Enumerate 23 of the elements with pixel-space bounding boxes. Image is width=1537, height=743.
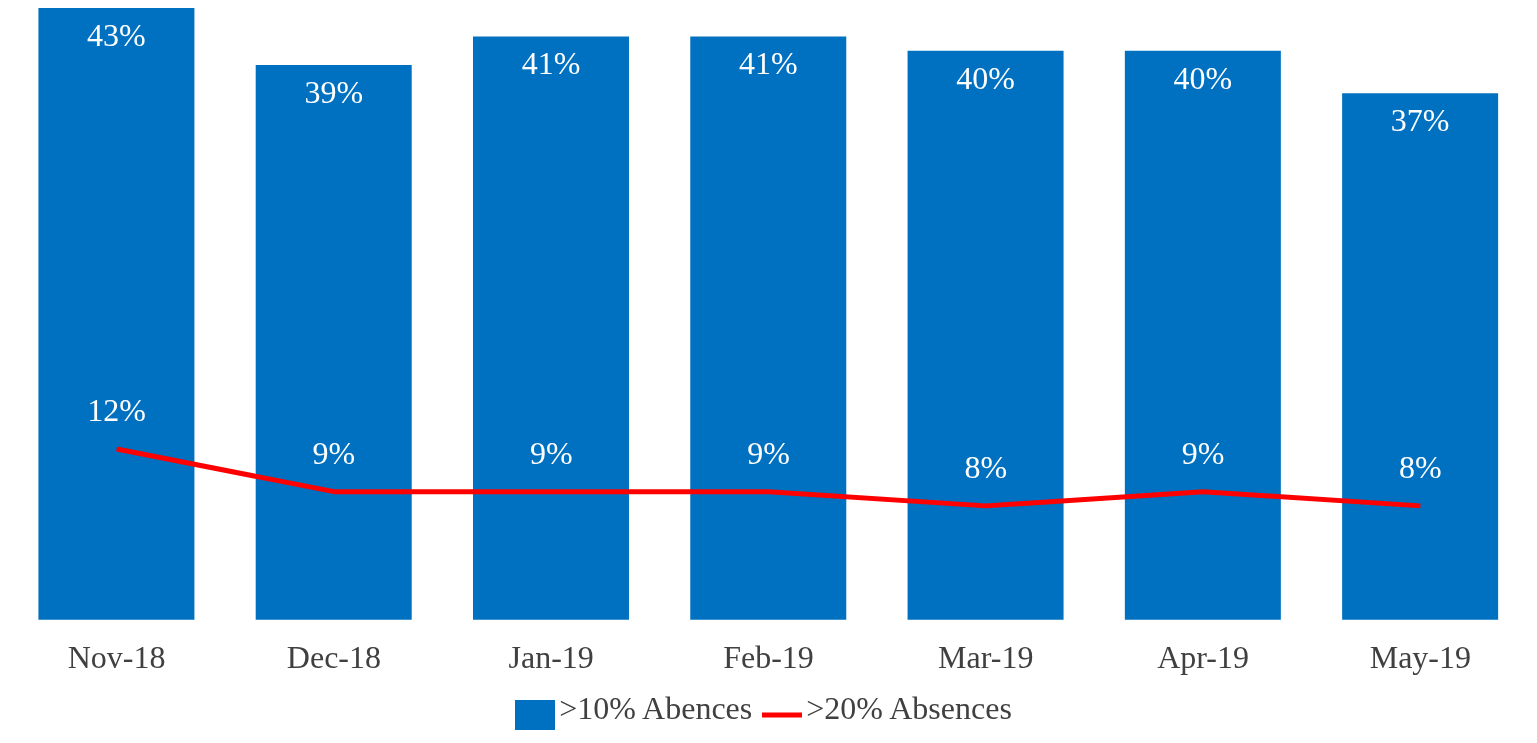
x-tick-label: Jan-19 — [508, 639, 594, 676]
data-label: 9% — [747, 434, 790, 471]
x-tick-label: Dec-18 — [286, 639, 382, 676]
data-label: 8% — [964, 448, 1008, 485]
x-tick-label: Mar-19 — [938, 639, 1034, 676]
data-label: 9% — [1181, 434, 1225, 471]
data-label: 37% — [1390, 102, 1450, 139]
data-label: 40% — [956, 59, 1015, 96]
data-label: 41% — [521, 45, 581, 82]
data-label: 12% — [87, 391, 146, 428]
x-tick-label: Nov-18 — [67, 639, 166, 676]
data-label: 41% — [738, 45, 798, 82]
legend-label: >10% Abences — [559, 689, 753, 726]
data-label: 43% — [87, 17, 146, 53]
data-label: 9% — [529, 434, 573, 471]
data-label: 9% — [312, 434, 356, 471]
data-label: 8% — [1399, 448, 1442, 485]
data-label: 40% — [1173, 59, 1233, 96]
legend-label: >20% Absences — [806, 689, 1012, 726]
x-tick-label: Apr-19 — [1157, 639, 1249, 676]
data-label: 39% — [304, 73, 364, 110]
x-tick-label: Feb-19 — [723, 639, 814, 676]
x-tick-label: May-19 — [1369, 639, 1472, 676]
